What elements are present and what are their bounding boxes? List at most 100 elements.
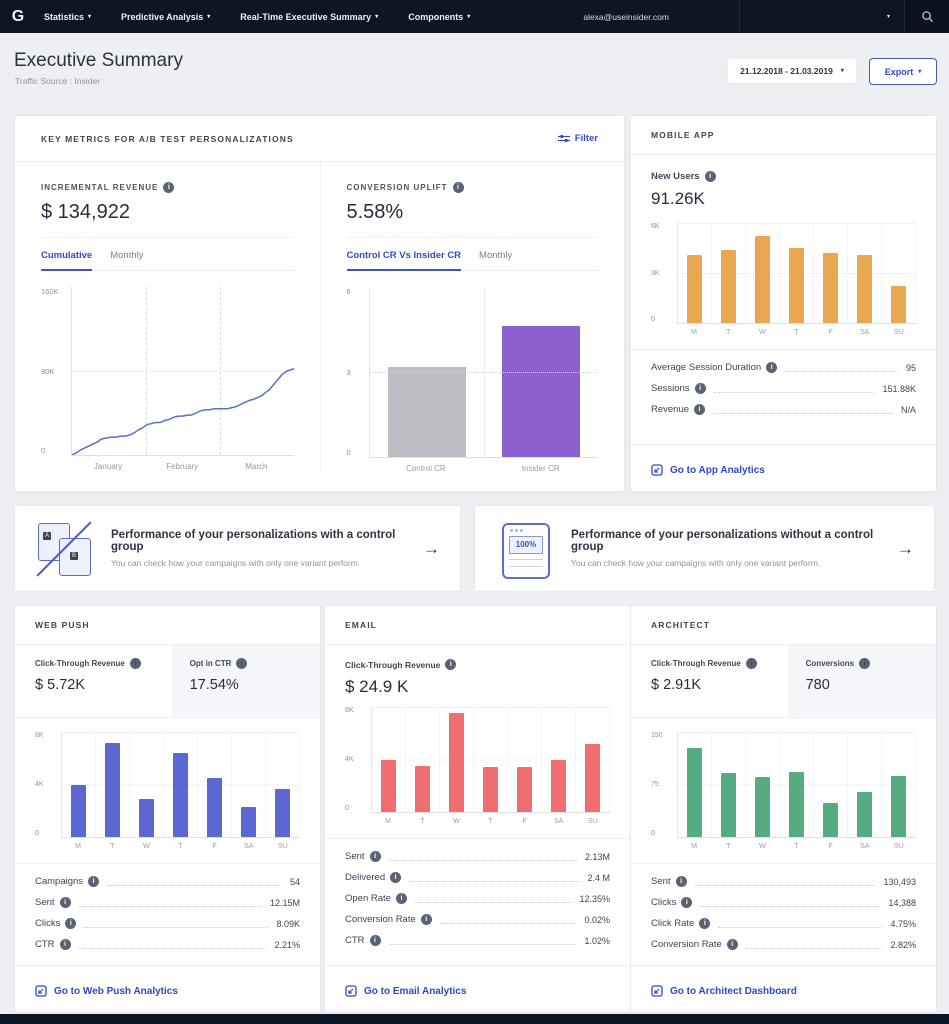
date-range-picker[interactable]: 21.12.2018 - 21.03.2019 ▾ (728, 59, 856, 83)
dotted-leader (713, 391, 875, 393)
bar-plot (368, 287, 598, 458)
nav-item-components[interactable]: Components ▾ (408, 12, 470, 22)
web-push-tabs: Click-Through Revenue i $ 5.72K Opt in CT… (15, 645, 320, 718)
info-icon[interactable]: i (369, 935, 381, 946)
tab-label: Click-Through Revenue (651, 659, 741, 668)
info-icon[interactable]: i (694, 404, 706, 415)
info-icon[interactable]: i (88, 876, 100, 887)
new-users-chart: 6K 3K 0 (651, 223, 916, 324)
go-to-email-analytics-link[interactable]: Go to Email Analytics (345, 985, 466, 997)
info-icon[interactable]: i (445, 659, 457, 670)
full-traffic-icon: 100% (495, 520, 553, 579)
arrow-right-icon[interactable]: → (423, 538, 440, 558)
metric-head: INCREMENTAL REVENUE i $ 134,922 (41, 182, 294, 238)
bar (823, 253, 838, 323)
tab-monthly[interactable]: Monthly (110, 250, 144, 261)
x-tick-label: T (794, 329, 799, 336)
go-to-app-analytics-link[interactable]: Go to App Analytics (651, 464, 765, 476)
dotted-leader (713, 412, 893, 414)
info-icon[interactable]: i (859, 658, 871, 669)
go-to-icon (651, 464, 663, 476)
bar-column (266, 732, 300, 837)
dotted-leader (78, 905, 262, 907)
stat-row: Revenue i N/A (651, 404, 916, 415)
info-icon[interactable]: i (395, 893, 407, 904)
nav-item-realtime-executive-summary[interactable]: Real-Time Executive Summary ▾ (240, 12, 378, 22)
x-tick-label: T (726, 329, 731, 336)
info-icon[interactable]: i (766, 362, 778, 373)
tab-monthly[interactable]: Monthly (479, 250, 513, 261)
insider-logo[interactable]: G (11, 7, 25, 25)
ab-test-icon: A B (35, 520, 93, 578)
divider (325, 838, 630, 839)
x-axis: M T W T F SA SU (677, 329, 916, 336)
nav-item-label: Predictive Analysis (121, 11, 204, 22)
bar-column (406, 707, 440, 812)
info-icon[interactable]: i (745, 658, 757, 669)
control-group-banner[interactable]: A B Performance of your personalizations… (14, 505, 461, 592)
tab-cumulative[interactable]: Cumulative (41, 250, 93, 271)
no-control-group-banner[interactable]: 100% Performance of your personalization… (474, 505, 935, 592)
tab-conversions[interactable]: Conversions i 780 (789, 645, 936, 717)
bar-plot (677, 223, 916, 324)
metric-label: Click-Through Revenue (345, 659, 441, 670)
stat-label: Revenue (651, 404, 690, 415)
info-icon[interactable]: i (236, 658, 248, 669)
info-icon[interactable]: i (699, 918, 711, 929)
account-dropdown[interactable]: ▾ (740, 0, 904, 33)
stat-value: 151.88K (882, 383, 916, 394)
bar-column (130, 732, 164, 837)
go-to-icon (35, 985, 47, 997)
info-icon[interactable]: i (59, 897, 71, 908)
search-button[interactable] (905, 0, 949, 33)
bar-column (440, 707, 474, 812)
info-icon[interactable]: i (694, 383, 706, 394)
nav-item-statistics[interactable]: Statistics ▾ (44, 12, 91, 22)
account-email[interactable]: alexa@useinsider.com (583, 11, 669, 22)
info-icon[interactable]: i (163, 182, 175, 193)
info-icon[interactable]: i (59, 939, 71, 950)
x-tick-label: T (488, 818, 493, 825)
chevron-down-icon: ▾ (840, 68, 844, 74)
metric-head: CONVERSION UPLIFT i 5.58% (346, 182, 598, 238)
architect-stats: Sent i 130,493 Clicks i 14,388 Click Rat… (631, 864, 936, 950)
info-icon[interactable]: i (65, 918, 77, 929)
stat-row: Clicks i 14,388 (651, 897, 916, 908)
arrow-right-icon[interactable]: → (897, 538, 914, 558)
nav-item-predictive-analysis[interactable]: Predictive Analysis ▾ (121, 12, 210, 22)
info-icon[interactable]: i (129, 658, 141, 669)
export-button[interactable]: Export ▾ (869, 58, 937, 85)
info-icon[interactable]: i (726, 939, 738, 950)
info-icon[interactable]: i (369, 851, 381, 862)
y-axis: 8K 4K 0 (345, 707, 371, 812)
bar-column (746, 223, 780, 323)
info-icon[interactable]: i (675, 876, 687, 887)
tab-control-vs-insider[interactable]: Control CR Vs Insider CR (346, 250, 461, 271)
tab-click-through-revenue[interactable]: Click-Through Revenue i $ 2.91K (631, 645, 790, 717)
cumulative-revenue-chart: 160K 80K 0 (41, 287, 294, 456)
go-to-architect-dashboard-link[interactable]: Go to Architect Dashboard (651, 985, 797, 997)
chevron-down-icon: ▾ (88, 13, 92, 20)
info-icon[interactable]: i (681, 897, 693, 908)
revenue-line (72, 287, 294, 455)
bar (755, 236, 770, 323)
info-icon[interactable]: i (452, 182, 464, 193)
dotted-leader (84, 926, 269, 928)
top-navbar: G Statistics ▾ Predictive Analysis ▾ Rea… (0, 0, 949, 33)
dotted-leader (388, 943, 577, 945)
x-tick-label: W (143, 843, 150, 850)
nav-item-label: Real-Time Executive Summary (240, 11, 372, 22)
bar (415, 765, 430, 812)
info-icon[interactable]: i (704, 171, 716, 182)
metric-value: $ 24.9 K (345, 677, 409, 696)
go-to-web-push-analytics-link[interactable]: Go to Web Push Analytics (35, 985, 178, 997)
x-tick-label: SA (244, 843, 254, 850)
info-icon[interactable]: i (390, 872, 402, 883)
filter-button[interactable]: Filter (557, 133, 598, 144)
info-icon[interactable]: i (420, 914, 432, 925)
key-metrics-card: KEY METRICS FOR A/B TEST PERSONALIZATION… (14, 115, 625, 492)
tab-opt-in-ctr[interactable]: Opt in CTR i 17.54% (173, 645, 320, 717)
metric-value: 91.26K (651, 189, 705, 208)
tab-click-through-revenue[interactable]: Click-Through Revenue i $ 5.72K (15, 645, 174, 717)
bar-column (508, 707, 542, 812)
